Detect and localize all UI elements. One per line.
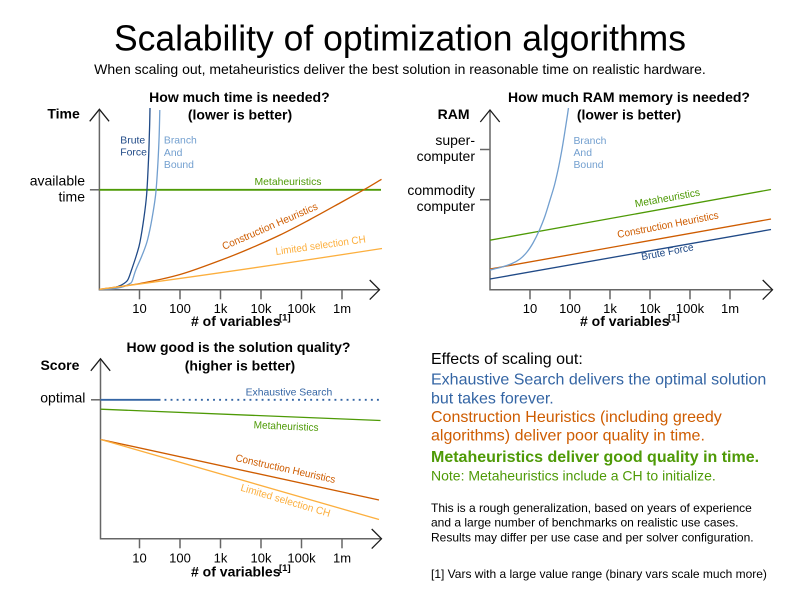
svg-text:commodity: commodity (407, 182, 475, 198)
svg-text:Branch: Branch (574, 136, 607, 147)
svg-text:[1]: [1] (279, 563, 291, 574)
svg-text:10k: 10k (251, 301, 272, 316)
svg-text:computer: computer (417, 198, 476, 214)
svg-text:This is a rough generalization: This is a rough generalization, based on… (431, 501, 752, 515)
svg-text:Exhaustive Search delivers the: Exhaustive Search delivers the optimal s… (431, 372, 766, 389)
svg-text:but takes forever.: but takes forever. (431, 391, 554, 408)
svg-text:Limited selection CH: Limited selection CH (275, 234, 367, 258)
svg-text:time: time (59, 188, 86, 204)
svg-text:computer: computer (417, 148, 476, 164)
svg-text:Time: Time (47, 105, 80, 121)
svg-text:1k: 1k (214, 301, 228, 316)
svg-text:Construction Heuristics (inclu: Construction Heuristics (including greed… (431, 409, 722, 426)
svg-text:(lower is better): (lower is better) (188, 107, 292, 123)
svg-text:1k: 1k (603, 301, 617, 316)
svg-text:10k: 10k (251, 550, 272, 565)
svg-text:How good is the solution quali: How good is the solution quality? (127, 339, 351, 355)
svg-text:How much time is needed?: How much time is needed? (149, 89, 329, 105)
svg-text:1m: 1m (333, 301, 351, 316)
svg-text:Metaheuristics: Metaheuristics (634, 188, 701, 211)
svg-text:# of variables: # of variables (191, 313, 281, 329)
svg-text:Metaheuristics: Metaheuristics (253, 420, 318, 434)
svg-text:Construction Heuristics: Construction Heuristics (234, 453, 336, 486)
svg-text:1m: 1m (721, 301, 739, 316)
svg-text:1k: 1k (214, 550, 228, 565)
svg-text:Branch: Branch (164, 136, 197, 147)
svg-text:Force: Force (120, 148, 147, 159)
svg-text:# of variables: # of variables (191, 564, 281, 580)
svg-text:When scaling out, metaheuristi: When scaling out, metaheuristics deliver… (94, 61, 706, 77)
svg-text:[1] Vars with a large value ra: [1] Vars with a large value range (binar… (431, 567, 767, 581)
svg-text:Metaheuristics: Metaheuristics (255, 177, 322, 188)
svg-text:Metaheuristics deliver good qu: Metaheuristics deliver good quality in t… (431, 449, 759, 466)
svg-text:Brute Force: Brute Force (640, 242, 694, 263)
svg-text:[1]: [1] (279, 313, 291, 324)
svg-text:How much RAM memory is needed?: How much RAM memory is needed? (508, 89, 750, 105)
svg-text:10: 10 (132, 301, 146, 316)
svg-text:And: And (164, 148, 183, 159)
svg-text:10: 10 (523, 301, 537, 316)
svg-text:super-: super- (435, 132, 475, 148)
svg-text:Scalability of optimization al: Scalability of optimization algorithms (114, 18, 686, 59)
svg-text:Note: Metaheuristics include a: Note: Metaheuristics include a CH to ini… (431, 468, 716, 484)
svg-text:10k: 10k (640, 301, 661, 316)
svg-text:[1]: [1] (668, 313, 680, 324)
svg-text:100: 100 (559, 301, 581, 316)
svg-text:and a large number of benchmar: and a large number of benchmarks on real… (431, 516, 739, 530)
svg-text:And: And (574, 148, 593, 159)
svg-text:optimal: optimal (40, 390, 85, 406)
svg-text:Results may differ per use cas: Results may differ per use case and per … (431, 531, 754, 545)
svg-text:# of variables: # of variables (580, 313, 670, 329)
svg-text:10: 10 (132, 550, 146, 565)
svg-text:Bound: Bound (164, 160, 194, 171)
svg-text:Score: Score (40, 357, 79, 373)
svg-text:100: 100 (169, 550, 191, 565)
svg-text:100k: 100k (287, 550, 316, 565)
svg-text:Exhaustive Search: Exhaustive Search (246, 388, 333, 399)
svg-text:Brute: Brute (120, 136, 145, 147)
svg-text:100: 100 (169, 301, 191, 316)
svg-text:RAM: RAM (438, 106, 470, 122)
svg-text:100k: 100k (676, 301, 705, 316)
svg-text:algorithms) deliver poor quali: algorithms) deliver poor quality in time… (431, 428, 705, 445)
svg-text:available: available (30, 173, 85, 189)
svg-text:100k: 100k (287, 301, 316, 316)
svg-text:(lower is better): (lower is better) (577, 107, 681, 123)
svg-text:(higher is better): (higher is better) (185, 357, 295, 373)
svg-text:Bound: Bound (574, 160, 604, 171)
svg-text:1m: 1m (333, 550, 351, 565)
svg-text:Effects of scaling out:: Effects of scaling out: (431, 351, 583, 368)
